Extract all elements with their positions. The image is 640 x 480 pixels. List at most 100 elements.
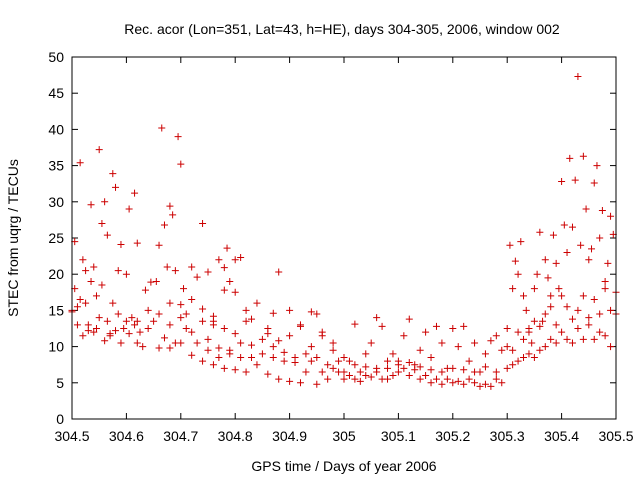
data-point [324, 375, 332, 383]
data-point [133, 239, 141, 247]
data-point [87, 277, 95, 285]
data-point [351, 361, 359, 369]
data-point [98, 220, 106, 228]
data-point [307, 357, 315, 365]
data-point [231, 330, 239, 338]
data-point [76, 296, 84, 304]
y-tick-label: 10 [48, 339, 64, 355]
data-point [158, 124, 166, 132]
y-tick-label: 15 [48, 302, 64, 318]
data-point [373, 314, 381, 322]
data-point [139, 343, 147, 351]
data-point [384, 357, 392, 365]
y-tick-label: 50 [48, 49, 64, 65]
x-tick-label: 305 [332, 428, 356, 444]
data-point [574, 73, 582, 81]
data-point [506, 241, 514, 249]
data-point [585, 314, 593, 322]
data-point [517, 238, 525, 246]
data-point [405, 359, 413, 367]
data-point [588, 245, 596, 253]
data-point [204, 335, 212, 343]
data-point [248, 353, 256, 361]
data-point [590, 179, 598, 187]
data-point [76, 159, 84, 167]
data-point [79, 332, 87, 340]
data-point [563, 303, 571, 311]
data-point [226, 277, 234, 285]
data-point [465, 375, 473, 383]
data-point [362, 363, 370, 371]
data-point [98, 281, 106, 289]
data-point [411, 366, 419, 374]
y-tick-label: 30 [48, 194, 64, 210]
data-point [389, 372, 397, 380]
data-point [601, 332, 609, 340]
data-point [449, 325, 457, 332]
data-point [150, 317, 158, 325]
x-tick-label: 305.4 [544, 428, 579, 444]
data-point [596, 328, 604, 336]
data-point [345, 357, 353, 365]
data-point [492, 368, 500, 376]
data-point [79, 256, 87, 264]
data-point [536, 228, 544, 236]
data-point [522, 306, 530, 314]
data-point [95, 314, 103, 322]
data-point [593, 162, 601, 170]
data-point [536, 322, 544, 330]
data-point [574, 325, 582, 332]
data-point [258, 350, 266, 358]
data-point [313, 310, 321, 318]
data-point [133, 317, 141, 325]
y-axis-ticks: 0 5 10 15 20 25 30 35 40 45 50 [48, 49, 616, 427]
data-point [199, 357, 207, 365]
data-point [180, 285, 188, 293]
data-point [242, 306, 250, 314]
data-point [530, 285, 538, 293]
data-point [590, 335, 598, 343]
data-point [563, 335, 571, 343]
data-point [237, 339, 245, 347]
x-tick-label: 304.6 [109, 428, 144, 444]
plot-frame [71, 56, 617, 420]
data-point [199, 305, 207, 313]
data-point [280, 348, 288, 356]
data-point [571, 176, 579, 184]
data-point [188, 296, 196, 304]
data-point [539, 317, 547, 325]
data-point [160, 221, 168, 229]
data-point [487, 337, 495, 345]
data-point [215, 256, 223, 264]
data-point [503, 325, 511, 332]
data-point [177, 301, 185, 309]
data-point [558, 328, 566, 336]
data-point [607, 212, 615, 220]
x-tick-label: 305.1 [381, 428, 416, 444]
data-point [155, 241, 163, 249]
data-point [103, 231, 111, 239]
data-point [362, 350, 370, 358]
data-point [416, 346, 424, 354]
data-point [226, 346, 234, 354]
data-point [432, 322, 440, 330]
data-point [302, 350, 310, 358]
data-point [90, 328, 98, 336]
data-point [454, 377, 462, 385]
data-point [432, 375, 440, 383]
y-tick-label: 45 [48, 85, 64, 101]
data-point [555, 285, 563, 293]
data-point [199, 220, 207, 228]
data-point [568, 315, 576, 323]
data-point [438, 339, 446, 347]
x-tick-label: 304.8 [218, 428, 253, 444]
data-point [541, 310, 549, 318]
data-point [324, 361, 332, 369]
data-point [514, 357, 522, 365]
data-point [356, 377, 364, 385]
data-point [367, 339, 375, 347]
data-point [204, 268, 212, 276]
data-point [231, 256, 239, 264]
data-point [509, 285, 517, 293]
data-point [264, 370, 272, 378]
